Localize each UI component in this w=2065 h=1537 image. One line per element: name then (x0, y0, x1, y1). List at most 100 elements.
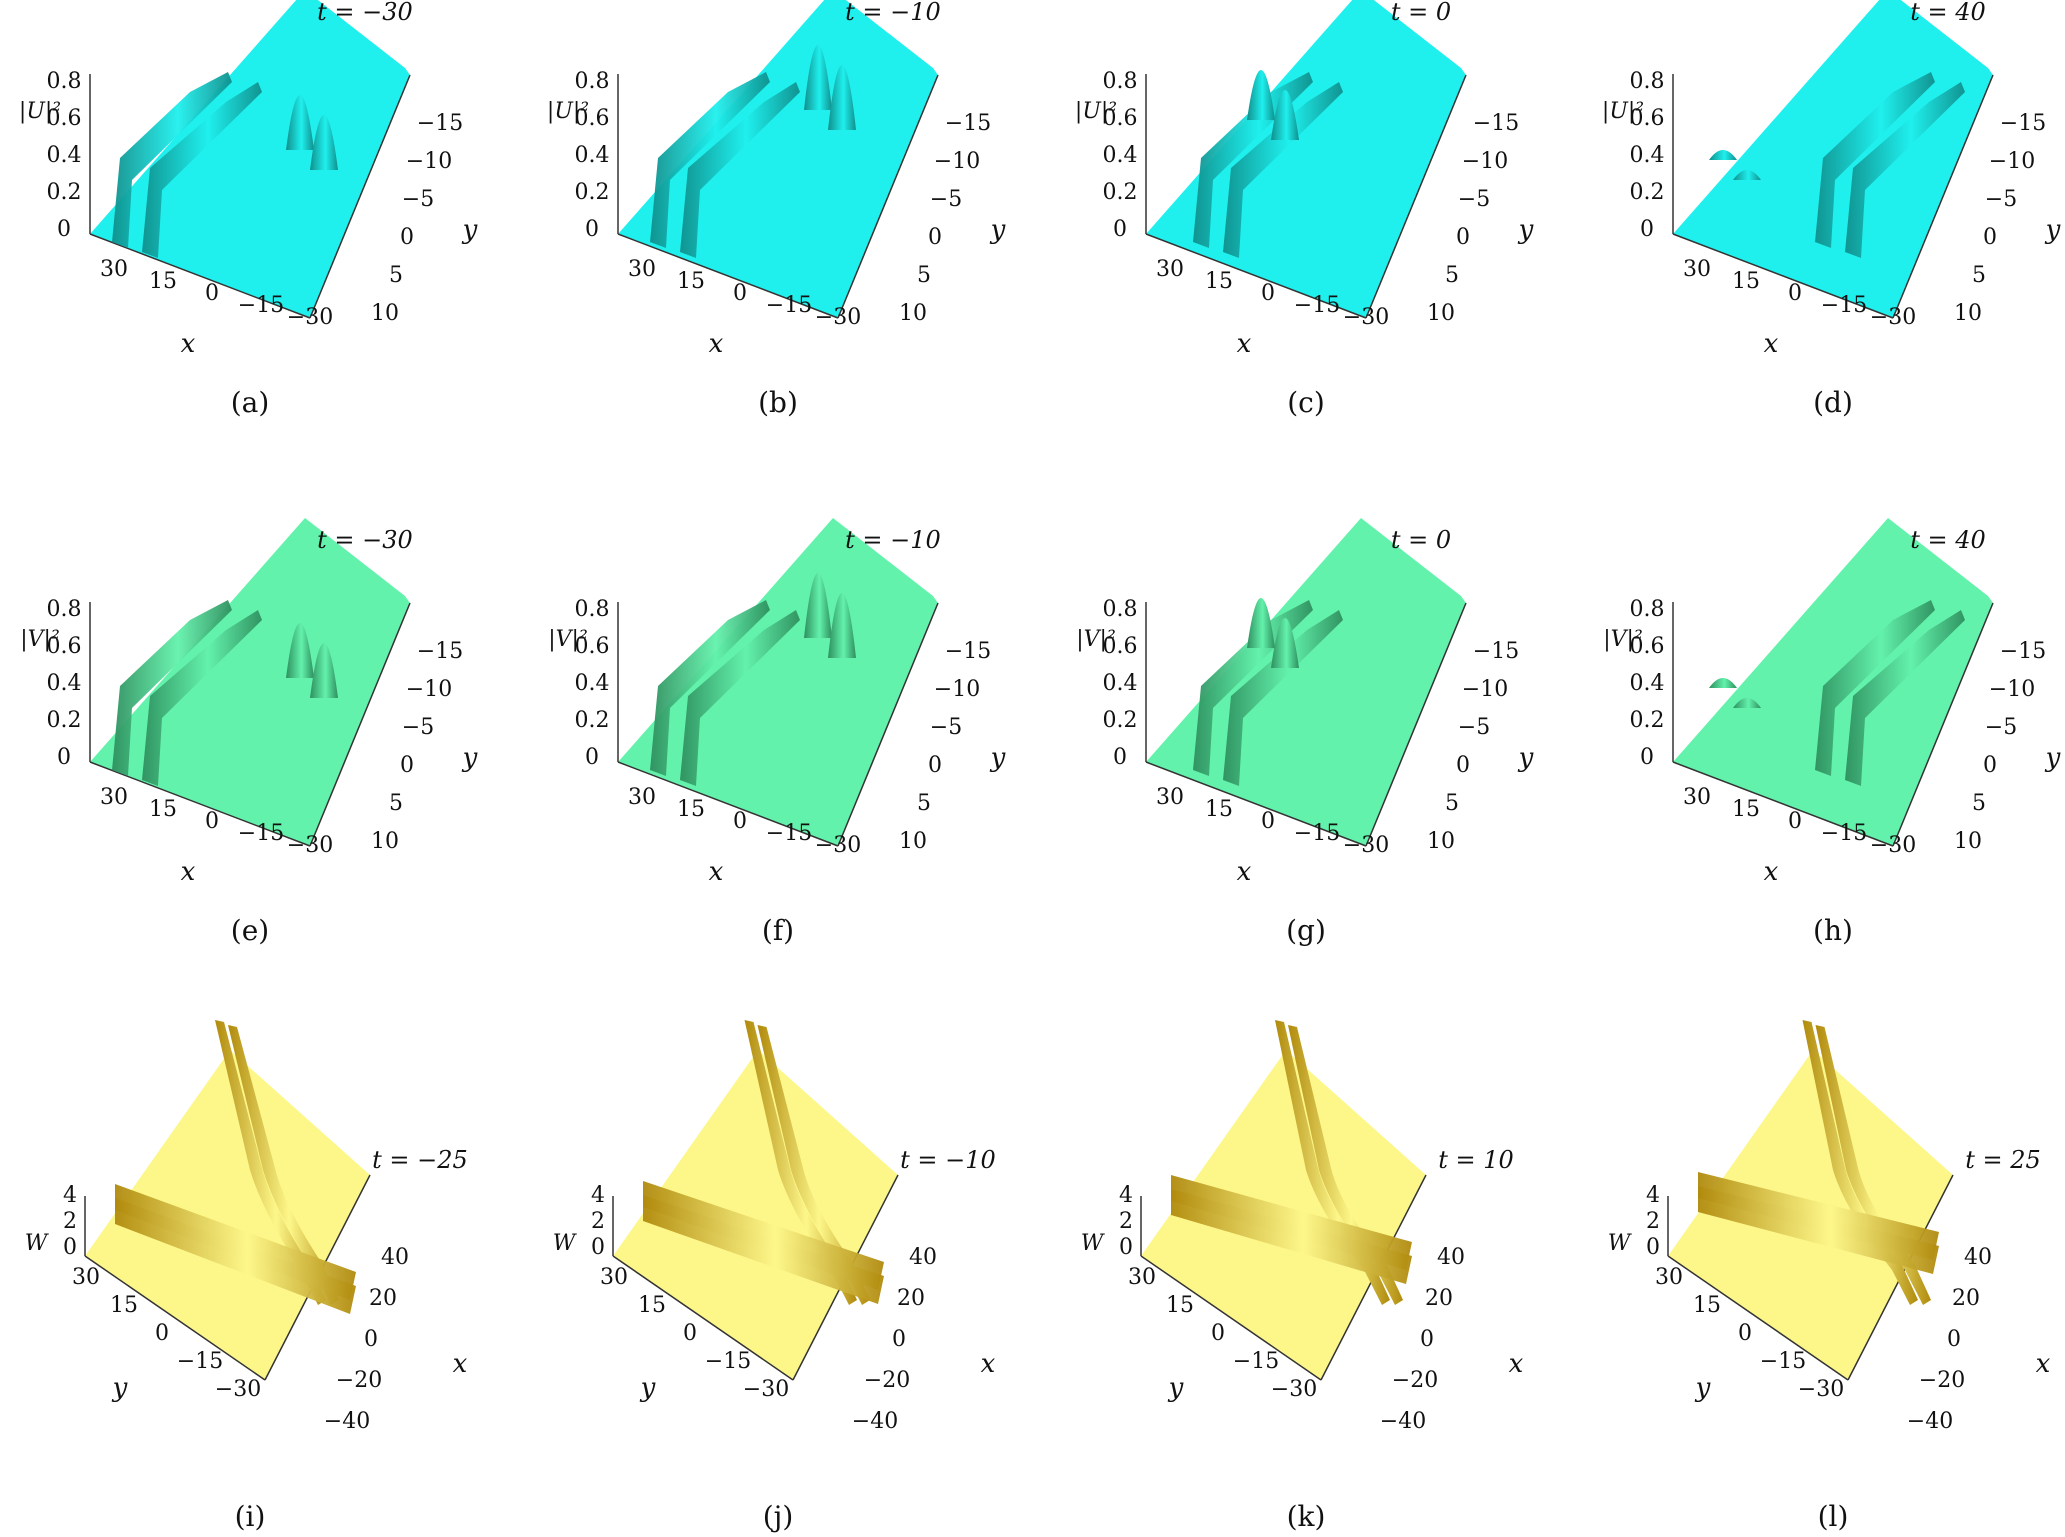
panel-c: 0.80.60.40.20|U|²30 15 0 −15 −30x−15−10−5051… (1075, 0, 1534, 419)
x-axis-line (1145, 761, 1367, 847)
y-tick-label: −5 (402, 187, 434, 212)
z-axis-label: W (1608, 1231, 1633, 1256)
x-tick-label: −15 (238, 293, 284, 318)
y-tick-label: −30 (1798, 1377, 1844, 1402)
panel-b: 0.80.60.40.20|U|²30 15 0 −15 −30x−15−10−5051… (547, 0, 1006, 419)
x-tick-label: 20 (1952, 1286, 1980, 1311)
line-soliton-ridge (1193, 72, 1313, 248)
x-tick-label: 0 (733, 809, 747, 834)
time-label: t = 10 (1438, 1146, 1514, 1174)
z-tick-label: 0.6 (1630, 634, 1665, 659)
y-axis-label: y (1168, 1373, 1184, 1403)
x-axis-label: x (709, 857, 724, 887)
z-tick-label: 0.4 (575, 143, 610, 168)
z-tick-label: 0 (585, 745, 599, 770)
panel-a: 0.80.60.40.20|U|²30 15 0 −15 −30x−15−10−5051… (19, 0, 478, 419)
surface-plane (85, 1050, 370, 1380)
z-tick-label: 0 (1119, 1235, 1133, 1260)
y-axis-label: y (990, 215, 1006, 245)
y-axis-label: y (2045, 743, 2061, 773)
time-label: t = −10 (845, 526, 941, 554)
y-tick-label: 5 (389, 791, 403, 816)
panel-e: 0.80.60.40.20|V|²30 15 0 −15 −30x−15−10−5051… (20, 518, 478, 947)
z-axis-label: |V|² (1076, 627, 1116, 652)
time-label: t = −30 (317, 526, 413, 554)
surface-plane (90, 518, 410, 846)
y-tick-label: 15 (1693, 1293, 1721, 1318)
y-tick-label: −15 (2000, 111, 2046, 136)
x-tick-label: 30 (628, 257, 656, 282)
x-tick-label: −20 (864, 1368, 910, 1393)
y-tick-label: 30 (1128, 1265, 1156, 1290)
x-axis-line (89, 761, 311, 847)
x-tick-label: 0 (364, 1327, 378, 1352)
y-axis-label: y (2045, 215, 2061, 245)
z-tick-label: 0.6 (47, 106, 82, 131)
y-tick-label: −10 (1462, 149, 1508, 174)
panel-caption: (a) (231, 386, 270, 419)
y-tick-label: 5 (1445, 263, 1459, 288)
lump-peak (310, 115, 338, 170)
z-tick-label: 0.6 (47, 634, 82, 659)
z-tick-label: 0 (63, 1235, 77, 1260)
x-axis-line (617, 761, 839, 847)
line-soliton-horizontal (1698, 1186, 1939, 1274)
z-tick-label: 0.8 (1103, 597, 1138, 622)
y-tick-label: 10 (899, 829, 927, 854)
lump-peak (286, 623, 314, 678)
z-tick-label: 2 (1646, 1209, 1660, 1234)
z-tick-label: 2 (591, 1209, 605, 1234)
surface-plane (1146, 0, 1466, 318)
z-tick-label: 0.4 (47, 671, 82, 696)
x-tick-label: 0 (733, 281, 747, 306)
panel-caption: (i) (235, 1500, 266, 1533)
z-tick-label: 0 (57, 217, 71, 242)
z-axis-label: |V|² (20, 627, 60, 652)
y-tick-label: 10 (1427, 829, 1455, 854)
x-tick-label: −15 (1294, 293, 1340, 318)
y-tick-label: 10 (899, 301, 927, 326)
y-tick-label: −15 (2000, 639, 2046, 664)
x-tick-label: −30 (815, 833, 861, 858)
x-tick-label: 30 (1156, 785, 1184, 810)
time-label: t = 25 (1965, 1146, 2041, 1174)
x-tick-label: 20 (897, 1286, 925, 1311)
z-tick-label: 4 (1646, 1183, 1660, 1208)
lump-peak (804, 45, 832, 110)
y-tick-label: 30 (600, 1265, 628, 1290)
x-tick-label: 40 (1964, 1245, 1992, 1270)
y-tick-label: −5 (1985, 715, 2017, 740)
z-tick-label: 0.8 (575, 69, 610, 94)
z-tick-label: 0.2 (1630, 180, 1665, 205)
surface-plane (613, 1050, 898, 1380)
y-axis-line (1892, 602, 1994, 847)
y-tick-label: 15 (110, 1293, 138, 1318)
y-axis-label: y (990, 743, 1006, 773)
y-tick-label: 5 (917, 263, 931, 288)
x-axis-label: x (2036, 1349, 2051, 1379)
line-soliton-diagonal (1275, 1020, 1390, 1305)
panel-caption: (j) (763, 1500, 794, 1533)
x-axis-label: x (1764, 329, 1779, 359)
z-tick-label: 0.8 (47, 69, 82, 94)
x-tick-label: −15 (1821, 293, 1867, 318)
x-tick-label: 40 (1437, 1245, 1465, 1270)
x-tick-label: 0 (1420, 1327, 1434, 1352)
x-axis-label: x (1237, 857, 1252, 887)
panel-caption: (d) (1813, 386, 1853, 419)
x-tick-label: 0 (1788, 809, 1802, 834)
x-axis-label: x (1509, 1349, 1524, 1379)
x-tick-label: 15 (1732, 269, 1760, 294)
y-axis-line (1365, 602, 1467, 847)
y-tick-label: −15 (705, 1349, 751, 1374)
surface-plane (618, 0, 938, 318)
x-axis-label: x (181, 857, 196, 887)
z-axis-label: |U|² (1075, 99, 1117, 124)
x-tick-label: 15 (1205, 797, 1233, 822)
x-axis-label: x (181, 329, 196, 359)
line-soliton-ridge (1193, 600, 1313, 776)
x-tick-label: 0 (1947, 1327, 1961, 1352)
y-tick-label: 0 (683, 1321, 697, 1346)
